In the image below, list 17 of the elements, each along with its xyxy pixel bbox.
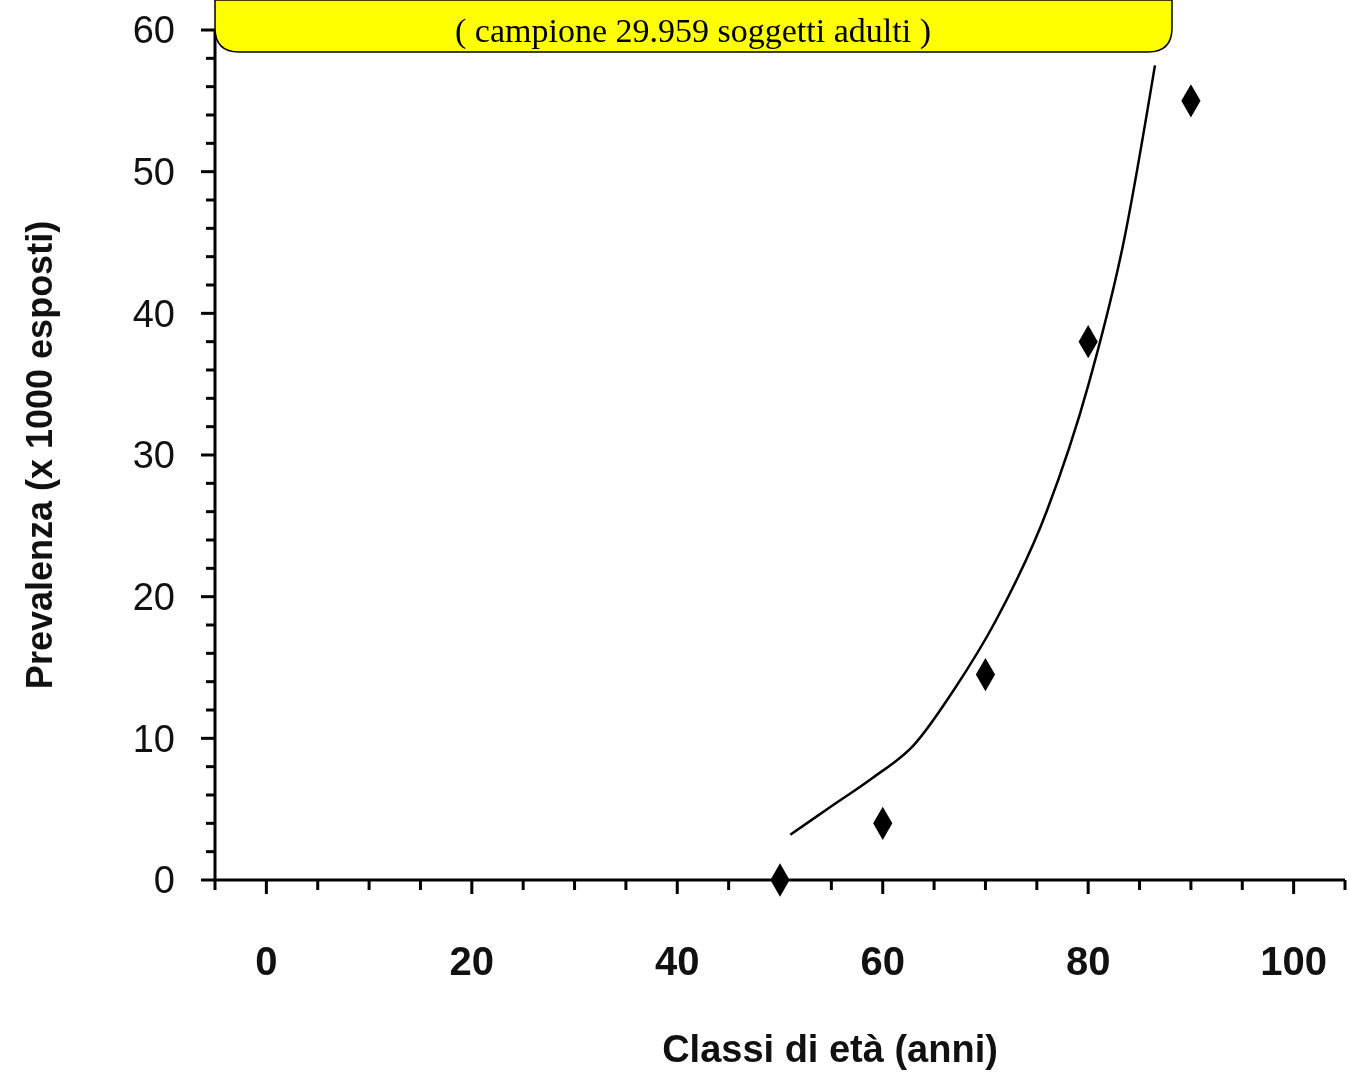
x-tick-label: 60 [860,939,905,983]
x-axis-title: Classi di età (anni) [662,1028,998,1070]
x-tick-label: 80 [1065,939,1111,983]
y-tick-label: 50 [132,150,175,193]
x-tick-label: 100 [1260,939,1328,983]
x-tick-label: 40 [655,939,700,983]
y-tick-label: 10 [132,717,175,760]
y-tick-label: 60 [132,9,175,52]
x-tick-label: 20 [449,939,495,983]
x-tick-label: 0 [255,939,278,983]
line-series [789,64,1157,836]
y-tick-label: 30 [132,434,175,477]
y-tick-label: 20 [132,575,175,618]
y-axis-title: Prevalenza (x 1000 esposti) [19,220,60,690]
y-tick-label: 0 [153,859,175,902]
y-tick-label: 40 [132,292,175,335]
annotation: ( campione 29.959 soggetti adulti ) [455,12,931,50]
